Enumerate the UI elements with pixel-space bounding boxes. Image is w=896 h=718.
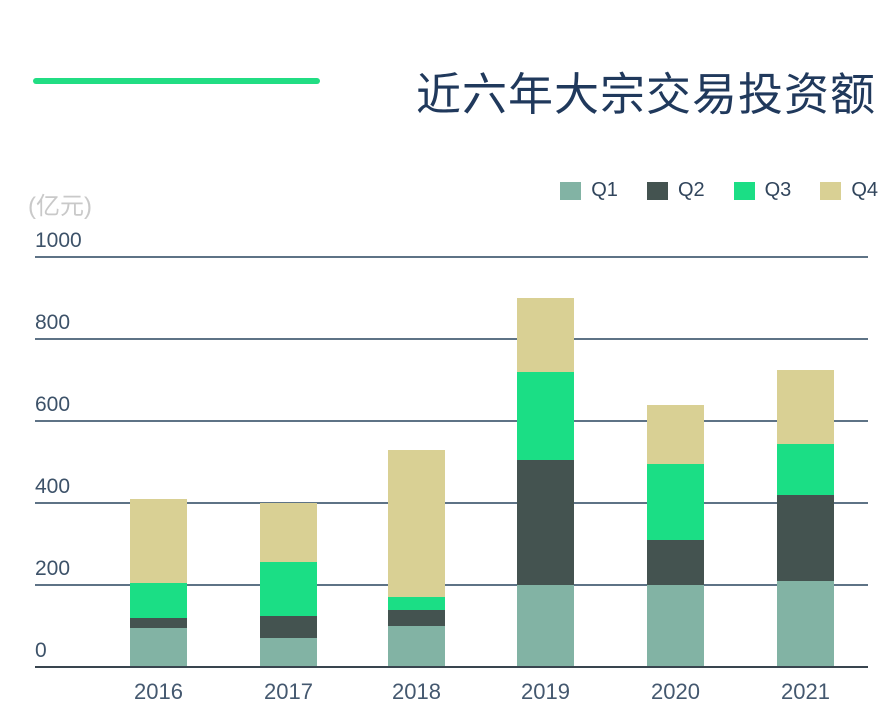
bar-segment-2019-q1[interactable] — [517, 584, 574, 667]
legend-label: Q1 — [591, 179, 618, 201]
legend-label: Q2 — [677, 179, 705, 201]
bar-segment-2019-q3[interactable] — [517, 371, 574, 460]
x-axis-baseline — [35, 666, 868, 668]
legend-swatch-q2 — [646, 181, 668, 200]
x-tick-label-2021: 2021 — [781, 679, 830, 704]
x-tick-label-2017: 2017 — [264, 679, 313, 704]
bar-segment-2018-q3[interactable] — [388, 597, 445, 610]
legend-item-q1[interactable]: Q1 — [560, 179, 618, 202]
bar-segment-2019-q4[interactable] — [517, 298, 574, 372]
bar-segment-2017-q1[interactable] — [260, 638, 317, 667]
legend-item-q2[interactable]: Q2 — [646, 179, 705, 202]
legend-swatch-q1 — [560, 181, 582, 200]
bar-segment-2017-q2[interactable] — [260, 615, 317, 639]
bar-segment-2020-q2[interactable] — [647, 539, 704, 585]
gridline-800 — [35, 338, 868, 340]
bar-segment-2021-q3[interactable] — [777, 443, 834, 495]
legend-item-q4[interactable]: Q4 — [820, 179, 878, 202]
page-title: 近六年大宗交易投资额 — [415, 69, 876, 120]
y-tick-label-200: 200 — [35, 557, 71, 580]
gridline-400 — [35, 502, 868, 504]
bar-segment-2020-q1[interactable] — [647, 584, 704, 667]
legend-label: Q3 — [764, 179, 792, 201]
bar-segment-2018-q2[interactable] — [388, 609, 445, 626]
bar-segment-2021-q2[interactable] — [777, 494, 834, 581]
legend-label: Q4 — [851, 179, 878, 201]
bar-segment-2016-q1[interactable] — [130, 628, 187, 667]
bar-segment-2020-q4[interactable] — [647, 404, 704, 465]
y-tick-label-400: 400 — [35, 475, 71, 498]
bar-2020[interactable] — [647, 404, 704, 667]
bar-segment-2020-q3[interactable] — [647, 464, 704, 540]
bar-segment-2021-q1[interactable] — [777, 580, 834, 667]
bar-2019[interactable] — [517, 298, 574, 667]
bar-segment-2018-q1[interactable] — [388, 625, 445, 667]
bar-segment-2019-q2[interactable] — [517, 459, 574, 585]
bar-segment-2021-q4[interactable] — [777, 369, 834, 444]
legend-swatch-q4 — [820, 181, 842, 200]
chart-legend: Q1 Q2 Q3 Q4 — [560, 179, 878, 202]
y-tick-label-0: 0 — [35, 639, 47, 662]
bar-2018[interactable] — [388, 449, 445, 667]
gridline-1000 — [35, 256, 868, 258]
x-tick-label-2020: 2020 — [651, 679, 700, 704]
x-tick-label-2019: 2019 — [521, 679, 570, 704]
accent-line — [33, 78, 320, 84]
gridline-200 — [35, 584, 868, 586]
bar-2021[interactable] — [777, 369, 834, 667]
bar-segment-2016-q2[interactable] — [130, 617, 187, 629]
bar-segment-2018-q4[interactable] — [388, 449, 445, 598]
y-tick-label-1000: 1000 — [35, 229, 82, 252]
bar-2017[interactable] — [260, 503, 317, 667]
bar-segment-2017-q3[interactable] — [260, 562, 317, 616]
bar-segment-2017-q4[interactable] — [260, 503, 317, 563]
gridline-600 — [35, 420, 868, 422]
x-tick-label-2016: 2016 — [134, 679, 183, 704]
legend-item-q3[interactable]: Q3 — [733, 179, 792, 202]
bar-segment-2016-q4[interactable] — [130, 498, 187, 583]
bar-2016[interactable] — [130, 498, 187, 667]
x-tick-label-2018: 2018 — [392, 679, 441, 704]
y-tick-label-600: 600 — [35, 393, 71, 416]
bar-segment-2016-q3[interactable] — [130, 582, 187, 618]
legend-swatch-q3 — [733, 181, 755, 200]
y-tick-label-800: 800 — [35, 311, 71, 334]
y-axis-unit-label: (亿元) — [28, 193, 92, 220]
